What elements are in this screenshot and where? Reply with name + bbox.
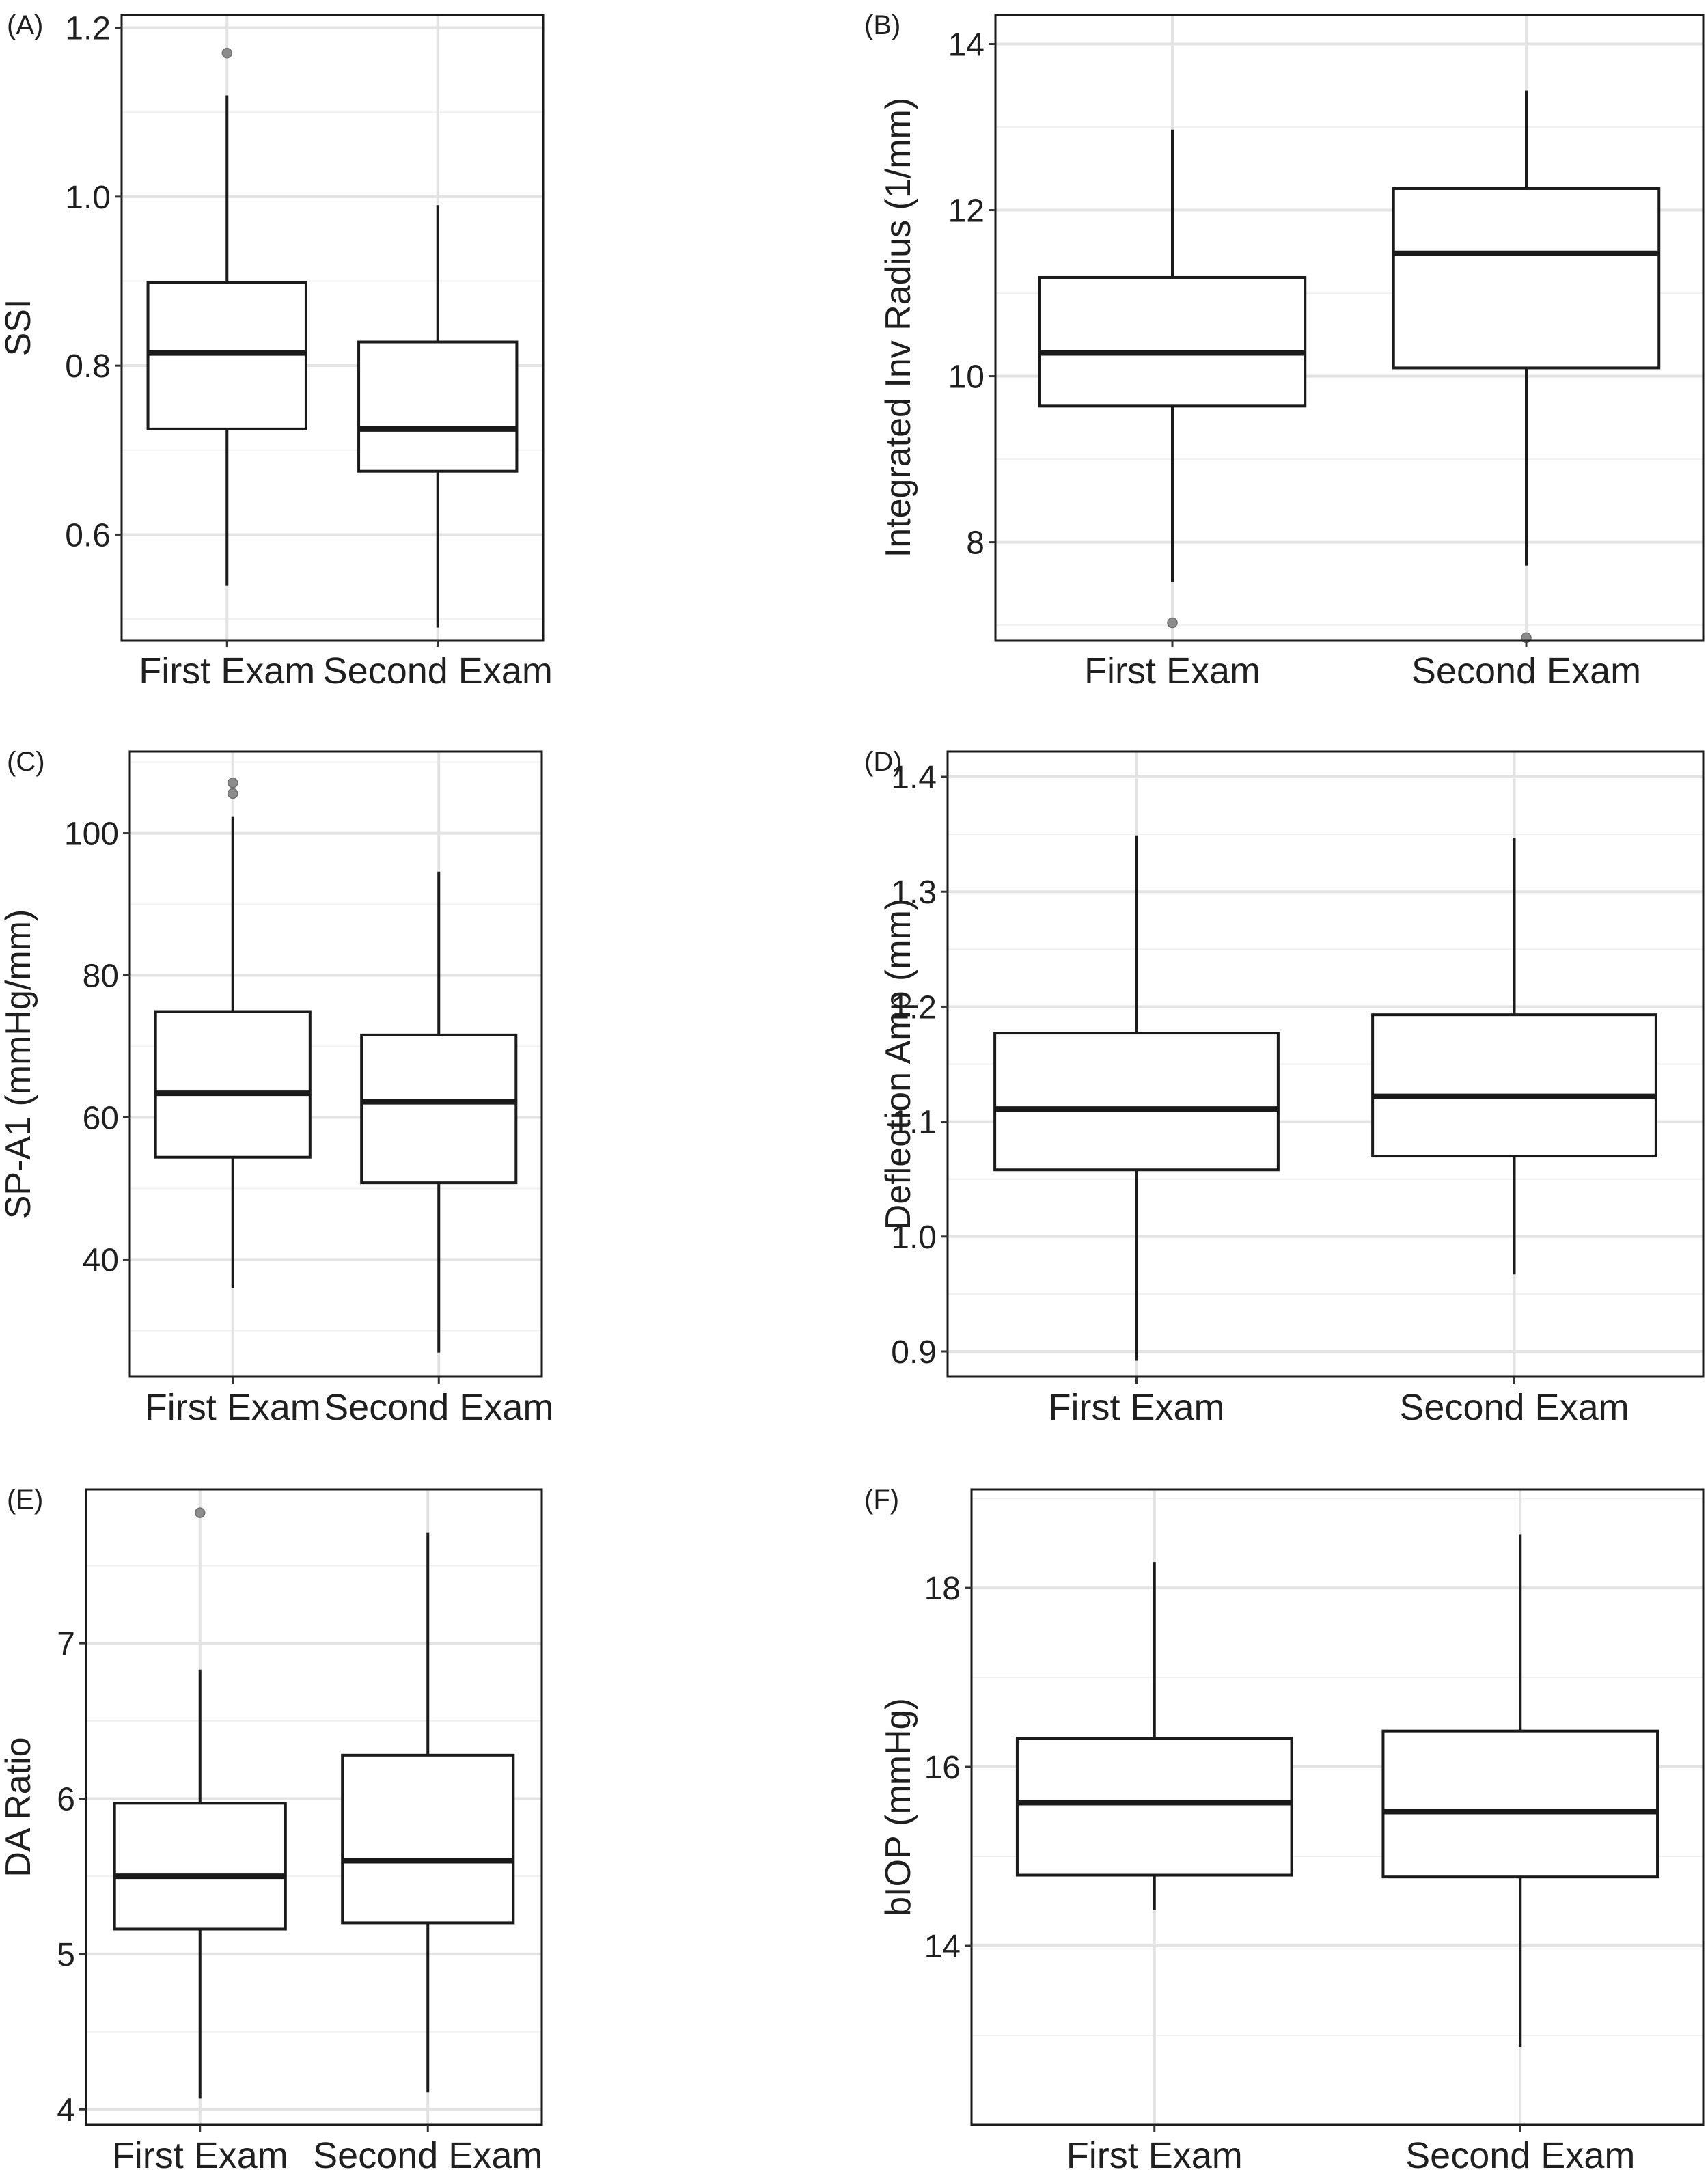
panel-c-y-tick-label: 100 [64,816,119,853]
panel-f-y-tick-label: 14 [924,1929,961,1965]
panel-a-y-tick-label: 1.0 [65,180,111,216]
panel-a-box [357,340,519,473]
panel-c-border [128,750,543,1378]
panel-a-y-tick-label: 0.8 [65,348,111,385]
panel-d-box [1371,1013,1657,1158]
panel-f-y-axis-title: bIOP (mmHg) [879,1698,918,1916]
panel-c-y-tick-label: 60 [83,1100,119,1136]
panel-d-border [946,750,1705,1378]
panel-f-box [1381,1729,1659,1879]
panel-e-label: (E) [7,1485,43,1515]
panel-e-y-tick-label: 4 [57,2092,75,2128]
panel-a-border [120,14,545,642]
panel-d-y-axis-title: Deflection Amp (mm) [879,898,918,1230]
panel-a-outlier-point [221,47,232,59]
panel-d-y-tick-label: 1.0 [891,1220,937,1256]
panel-c-y-axis-title: SP-A1 (mmHg/mm) [0,909,38,1220]
panel-e-x-category-label: Second Exam [313,2135,542,2172]
panel-b-x-category-label: First Exam [1084,650,1261,691]
panel-d-y-tick-label: 1.4 [891,760,937,796]
panel-d-y-tick-label: 0.9 [891,1334,937,1371]
panel-e-y-tick-label: 7 [57,1626,75,1662]
panel-f-border [970,1488,1705,2126]
panel-d-y-tick-label: 1.2 [891,989,937,1026]
panel-b-y-tick-label: 8 [966,525,984,562]
panel-c-label: (C) [7,747,45,777]
panel-d-y-tick-label: 1.3 [891,875,937,911]
panel-e-box [113,1802,287,1931]
panel-d-label: (D) [864,747,903,777]
panel-b-box [1038,275,1307,408]
panel-c-outlier-point [228,778,238,788]
panel-e-border [85,1488,543,2126]
panel-e-outlier-point [195,1507,206,1518]
panel-c-box [154,1010,312,1159]
panel-c-y-tick-label: 80 [83,959,119,995]
panel-e-box [341,1753,515,1925]
panel-c-x-category-label: Second Exam [324,1387,553,1428]
panel-e-x-category-label: First Exam [112,2135,288,2172]
panel-b-border [994,14,1705,642]
panel-c-box [360,1033,518,1185]
panel-f-y-tick-label: 16 [924,1750,961,1786]
panel-d-y-tick-label: 1.1 [891,1105,937,1141]
panel-a-x-category-label: First Exam [139,650,315,691]
panel-d-box [993,1032,1280,1172]
panel-e-y-tick-label: 6 [57,1781,75,1817]
panel-a-label: (A) [7,10,43,40]
panel-d-x-category-label: First Exam [1048,1387,1224,1428]
panel-e-y-tick-label: 5 [57,1937,75,1973]
panel-c-x-category-label: First Exam [145,1387,321,1428]
panel-f-x-category-label: Second Exam [1405,2135,1635,2172]
panel-b-outlier-point [1167,617,1178,629]
panel-a-x-category-label: Second Exam [323,650,553,691]
panel-f-y-tick-label: 18 [924,1571,961,1607]
panel-e-y-axis-title: DA Ratio [0,1737,38,1877]
panel-d-x-category-label: Second Exam [1399,1387,1629,1428]
panel-c-outlier-point [228,788,238,799]
panel-b-y-tick-label: 10 [948,359,984,396]
panel-f-box [1015,1737,1293,1877]
panel-b-y-tick-label: 12 [948,193,984,230]
panel-f-label: (F) [864,1485,899,1515]
panel-f-x-category-label: First Exam [1066,2135,1243,2172]
panel-b-x-category-label: Second Exam [1411,650,1641,691]
panel-b-box [1392,187,1661,370]
panel-b-y-axis-title: Integrated Inv Radius (1/mm) [879,98,918,558]
panel-a-box [146,281,307,430]
panel-a-y-tick-label: 1.2 [65,11,111,47]
panel-b-y-tick-label: 14 [948,27,984,64]
panel-a-y-axis-title: SSI [0,299,38,357]
panel-c-y-tick-label: 40 [83,1242,119,1278]
panel-a-y-tick-label: 0.6 [65,517,111,553]
panel-b-label: (B) [864,10,900,40]
